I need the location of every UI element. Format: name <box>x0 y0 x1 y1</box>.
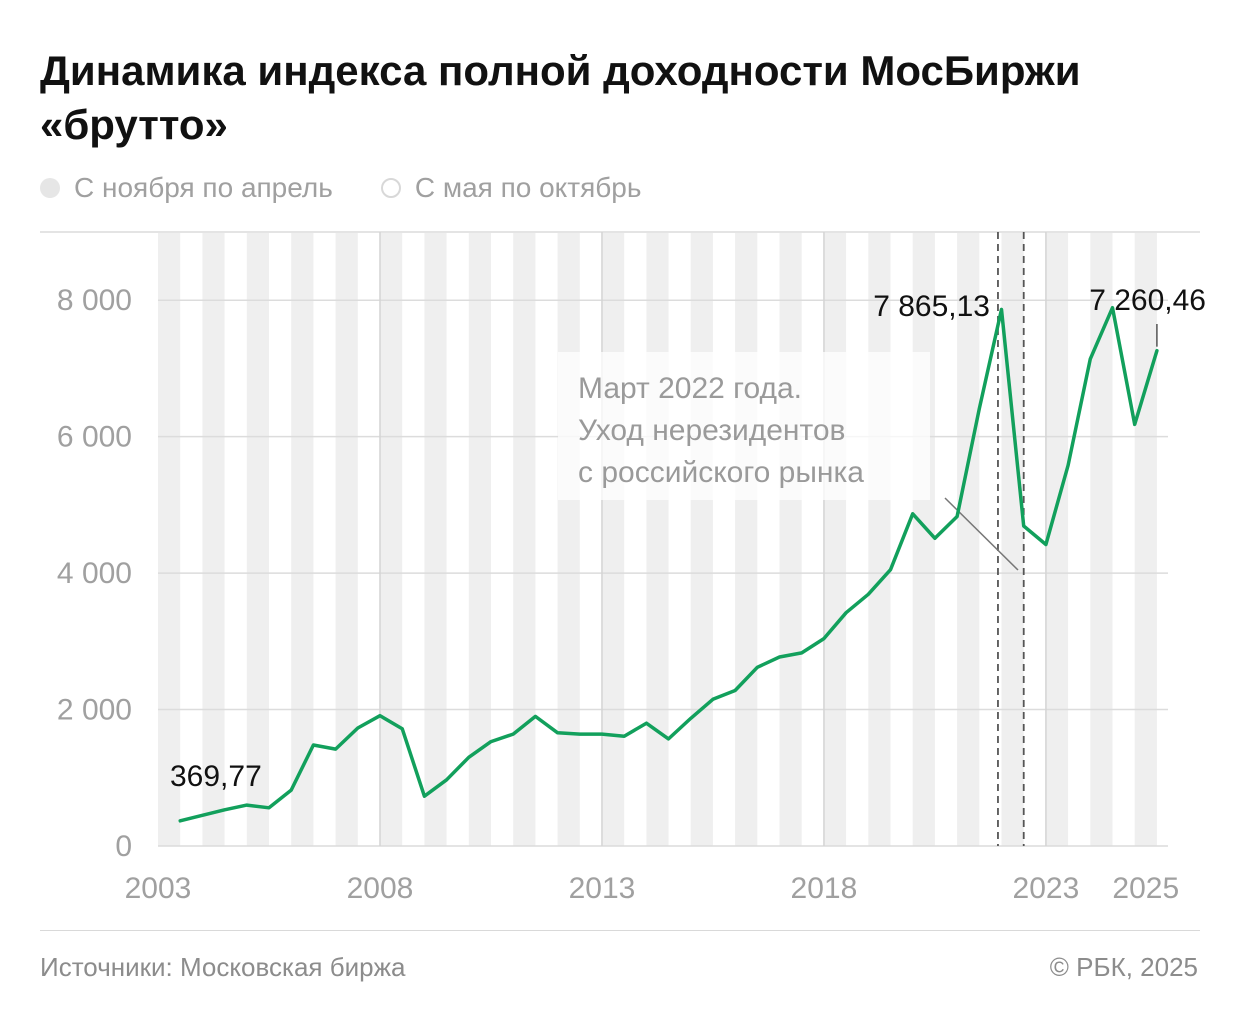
y-tick-label: 6 000 <box>57 421 132 454</box>
season-band <box>602 233 625 846</box>
source-note: Источники: Московская биржа <box>40 952 406 982</box>
copyright: © РБК, 2025 <box>1049 952 1198 982</box>
empty-circle-icon <box>380 178 401 198</box>
season-band <box>246 233 269 846</box>
legend: С ноября по апрель С мая по октябрь <box>40 170 641 206</box>
season-band <box>868 233 891 846</box>
grid-lines <box>40 231 1200 847</box>
legend-item-summer: С мая по октябрь <box>380 172 642 204</box>
season-band <box>690 233 713 846</box>
event-note: Март 2022 года. Уход нерезидентов с россий… <box>558 352 1019 571</box>
event-note-box <box>558 352 930 500</box>
x-tick-label: 2023 <box>1013 872 1080 905</box>
season-band <box>513 233 536 846</box>
season-band <box>912 233 935 846</box>
season-band <box>291 233 314 846</box>
legend-label-summer: С мая по октябрь <box>414 172 642 203</box>
x-tick-label: 2013 <box>569 872 636 905</box>
chart-title: Динамика индекса полной доходности МосБи… <box>40 47 1081 148</box>
x-tick-label: 2018 <box>791 872 858 905</box>
season-band <box>202 233 225 846</box>
season-band <box>335 233 358 846</box>
series-line-path <box>178 305 1159 823</box>
annotation-labels: 369,77 7 865,13 7 260,46 <box>170 284 1206 793</box>
y-tick-label: 2 000 <box>57 694 132 727</box>
season-band <box>1045 233 1069 846</box>
footer-divider <box>40 930 1200 931</box>
y-axis: 0 2 000 4 000 6 000 8 000 <box>57 284 132 863</box>
filled-circle-icon <box>40 178 60 198</box>
x-tick-label: 2025 <box>1112 872 1179 905</box>
data-label-first: 369,77 <box>170 760 262 793</box>
series-line <box>178 305 1159 823</box>
season-band <box>424 233 447 846</box>
data-label-peak: 7 865,13 <box>873 290 990 323</box>
event-note-line: Уход нерезидентов <box>578 414 846 447</box>
season-band <box>823 233 847 846</box>
season-band <box>158 233 181 846</box>
legend-item-winter: С ноября по апрель <box>40 172 333 204</box>
legend-label-winter: С ноября по апрель <box>74 172 333 203</box>
x-tick-label: 2003 <box>125 872 192 905</box>
season-band <box>1090 233 1113 846</box>
event-note-line: Март 2022 года. <box>578 372 802 405</box>
y-tick-label: 8 000 <box>57 284 132 317</box>
y-tick-label: 0 <box>115 830 132 863</box>
season-band <box>380 233 403 846</box>
season-band <box>735 233 758 846</box>
season-band <box>468 233 491 846</box>
y-tick-label: 4 000 <box>57 557 132 590</box>
season-band <box>779 233 802 846</box>
data-label-last: 7 260,46 <box>1089 284 1206 317</box>
season-band <box>1134 233 1157 846</box>
season-band <box>557 233 580 846</box>
season-band <box>1001 233 1024 846</box>
season-band <box>646 233 669 846</box>
x-tick-label: 2008 <box>347 872 414 905</box>
x-axis: 2003 2008 2013 2018 2023 2025 <box>125 872 1180 905</box>
event-note-line: с российского рынка <box>578 456 864 489</box>
event-markers <box>997 232 1025 846</box>
season-band <box>957 233 980 846</box>
line-chart: Март 2022 года. Уход нерезидентов с россий… <box>40 231 1206 905</box>
